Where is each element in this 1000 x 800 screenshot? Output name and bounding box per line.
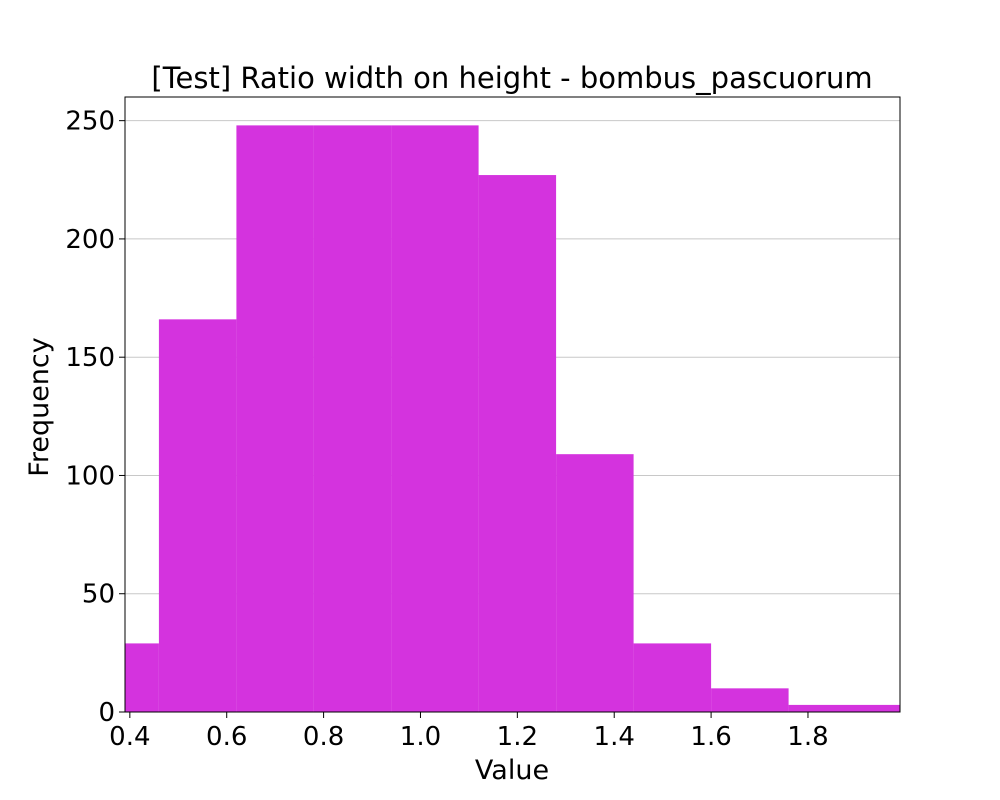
x-tick-label: 1.6	[690, 722, 731, 752]
histogram-bars	[125, 125, 900, 713]
histogram-bar	[711, 688, 789, 712]
y-tick-label: 200	[65, 225, 115, 255]
histogram-bar	[158, 319, 237, 712]
y-axis-ticks: 0 50 100 150 200 250	[65, 107, 125, 728]
histogram-bar	[478, 175, 557, 713]
x-tick-label: 1.4	[594, 722, 635, 752]
x-axis-ticks: 0.4 0.6 0.8 1.0 1.2 1.4 1.6 1.8	[109, 712, 829, 752]
x-tick-label: 1.2	[497, 722, 538, 752]
x-tick-label: 0.6	[206, 722, 247, 752]
x-axis-label: Value	[475, 755, 549, 786]
y-tick-label: 0	[98, 698, 115, 728]
y-tick-label: 50	[82, 580, 115, 610]
y-tick-label: 100	[65, 461, 115, 491]
histogram-bar	[313, 125, 392, 712]
y-tick-label: 150	[65, 343, 115, 373]
x-tick-label: 0.8	[303, 722, 344, 752]
histogram-bar	[556, 454, 634, 712]
x-tick-label: 1.0	[400, 722, 441, 752]
y-axis-label: Frequency	[24, 337, 55, 477]
x-tick-label: 0.4	[109, 722, 150, 752]
histogram-bar	[788, 704, 900, 712]
plot-frame	[124, 96, 901, 713]
chart-title: [Test] Ratio width on height - bombus_pa…	[151, 61, 872, 95]
histogram-bar	[633, 643, 712, 712]
y-tick-label: 250	[65, 107, 115, 137]
histogram-bar	[391, 125, 479, 712]
histogram-bar	[236, 125, 314, 712]
histogram-bar	[125, 643, 159, 712]
x-tick-label: 1.8	[787, 722, 828, 752]
